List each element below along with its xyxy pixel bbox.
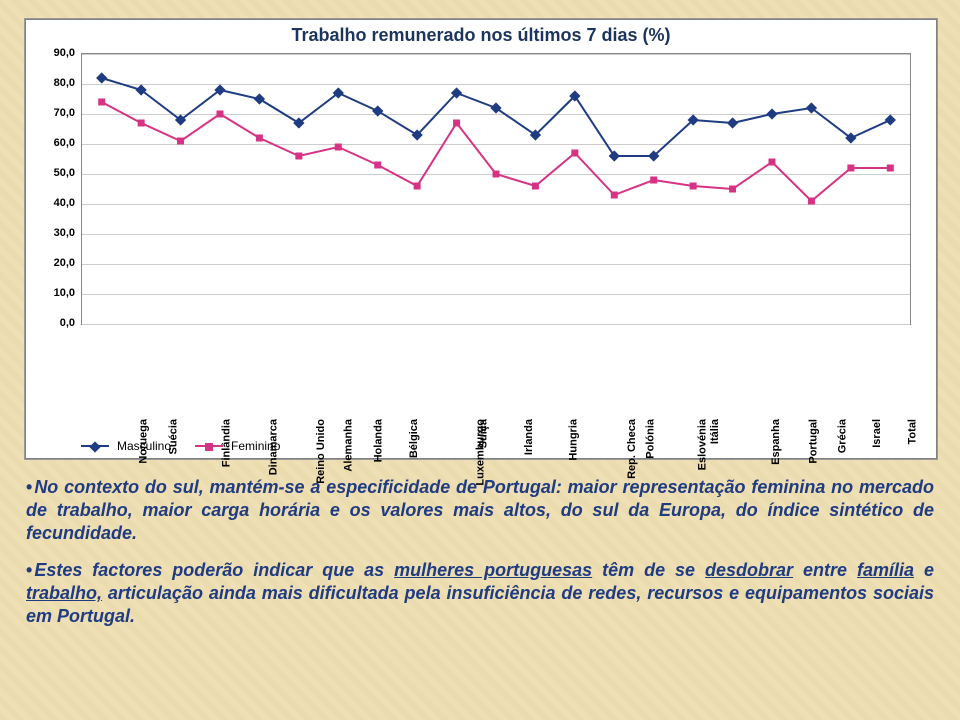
legend: Masculino Feminino [81, 439, 280, 453]
x-tick-label: Reino Unido [315, 419, 327, 484]
series-marker-masculino [609, 150, 620, 161]
legend-item-feminino: Feminino [195, 439, 280, 453]
series-marker-feminino [414, 183, 421, 190]
x-tick-label: Hungria [568, 419, 580, 461]
legend-label-feminino: Feminino [231, 439, 280, 453]
legend-label-masculino: Masculino [117, 439, 171, 453]
series-marker-feminino [847, 165, 854, 172]
y-tick-label: 0,0 [35, 317, 75, 329]
series-marker-feminino [690, 183, 697, 190]
x-tick-label: Bélgica [408, 419, 420, 458]
diamond-icon [89, 441, 100, 452]
x-tick-label: Grécia [837, 419, 849, 453]
series-marker-feminino [729, 186, 736, 193]
y-tick-label: 90,0 [35, 47, 75, 59]
y-tick-label: 30,0 [35, 227, 75, 239]
x-tick-label: Total [907, 419, 919, 444]
series-marker-feminino [532, 183, 539, 190]
paragraph-1: •No contexto do sul, mantém-se a especif… [26, 476, 934, 545]
x-tick-label: Espanha [769, 419, 781, 465]
series-marker-masculino [766, 108, 777, 119]
y-tick-label: 20,0 [35, 257, 75, 269]
paragraph-1-text: No contexto do sul, mantém-se a especifi… [26, 477, 934, 543]
x-axis-labels: NoruegaSuéciaFinlândiaDinamarcaReino Uni… [81, 325, 909, 449]
series-marker-feminino [571, 150, 578, 157]
series-marker-feminino [453, 120, 460, 127]
x-tick-label: Polónia [645, 419, 657, 459]
y-tick-label: 60,0 [35, 137, 75, 149]
x-tick-label: Holanda [373, 419, 385, 462]
series-marker-masculino [372, 105, 383, 116]
series-marker-masculino [885, 114, 896, 125]
y-tick-label: 80,0 [35, 77, 75, 89]
series-marker-feminino [650, 177, 657, 184]
x-tick-label: Rep. Checa [626, 419, 638, 479]
x-tick-label: Itália [709, 419, 721, 444]
y-tick-label: 70,0 [35, 107, 75, 119]
series-marker-masculino [727, 117, 738, 128]
x-tick-label: Suíça [477, 419, 489, 448]
series-marker-masculino [490, 102, 501, 113]
paragraph-2: •Estes factores poderão indicar que as m… [26, 559, 934, 628]
x-tick-label: Eslovénia [696, 419, 708, 470]
series-marker-feminino [493, 171, 500, 178]
body-text: •No contexto do sul, mantém-se a especif… [26, 476, 934, 642]
x-tick-label: Irlanda [523, 419, 535, 455]
x-tick-label: Portugal [808, 419, 820, 464]
legend-swatch-masculino [81, 445, 109, 447]
chart-frame: Trabalho remunerado nos últimos 7 dias (… [24, 18, 938, 460]
y-tick-label: 10,0 [35, 287, 75, 299]
square-icon [205, 443, 213, 451]
series-marker-feminino [374, 162, 381, 169]
y-tick-label: 40,0 [35, 197, 75, 209]
legend-item-masculino: Masculino [81, 439, 171, 453]
y-tick-label: 50,0 [35, 167, 75, 179]
series-marker-feminino [887, 165, 894, 172]
series-marker-feminino [177, 138, 184, 145]
chart-title: Trabalho remunerado nos últimos 7 dias (… [25, 25, 937, 46]
series-marker-masculino [254, 93, 265, 104]
series-marker-feminino [98, 99, 105, 106]
series-marker-feminino [256, 135, 263, 142]
x-tick-label: Israel [871, 419, 883, 448]
series-svg [82, 54, 910, 324]
series-marker-feminino [335, 144, 342, 151]
series-marker-masculino [96, 72, 107, 83]
series-marker-feminino [295, 153, 302, 160]
series-marker-feminino [769, 159, 776, 166]
series-marker-feminino [217, 111, 224, 118]
x-tick-label: Alemanha [342, 419, 354, 472]
plot-area [81, 53, 911, 325]
series-marker-feminino [138, 120, 145, 127]
legend-swatch-feminino [195, 445, 223, 447]
series-marker-feminino [808, 198, 815, 205]
series-marker-feminino [611, 192, 618, 199]
